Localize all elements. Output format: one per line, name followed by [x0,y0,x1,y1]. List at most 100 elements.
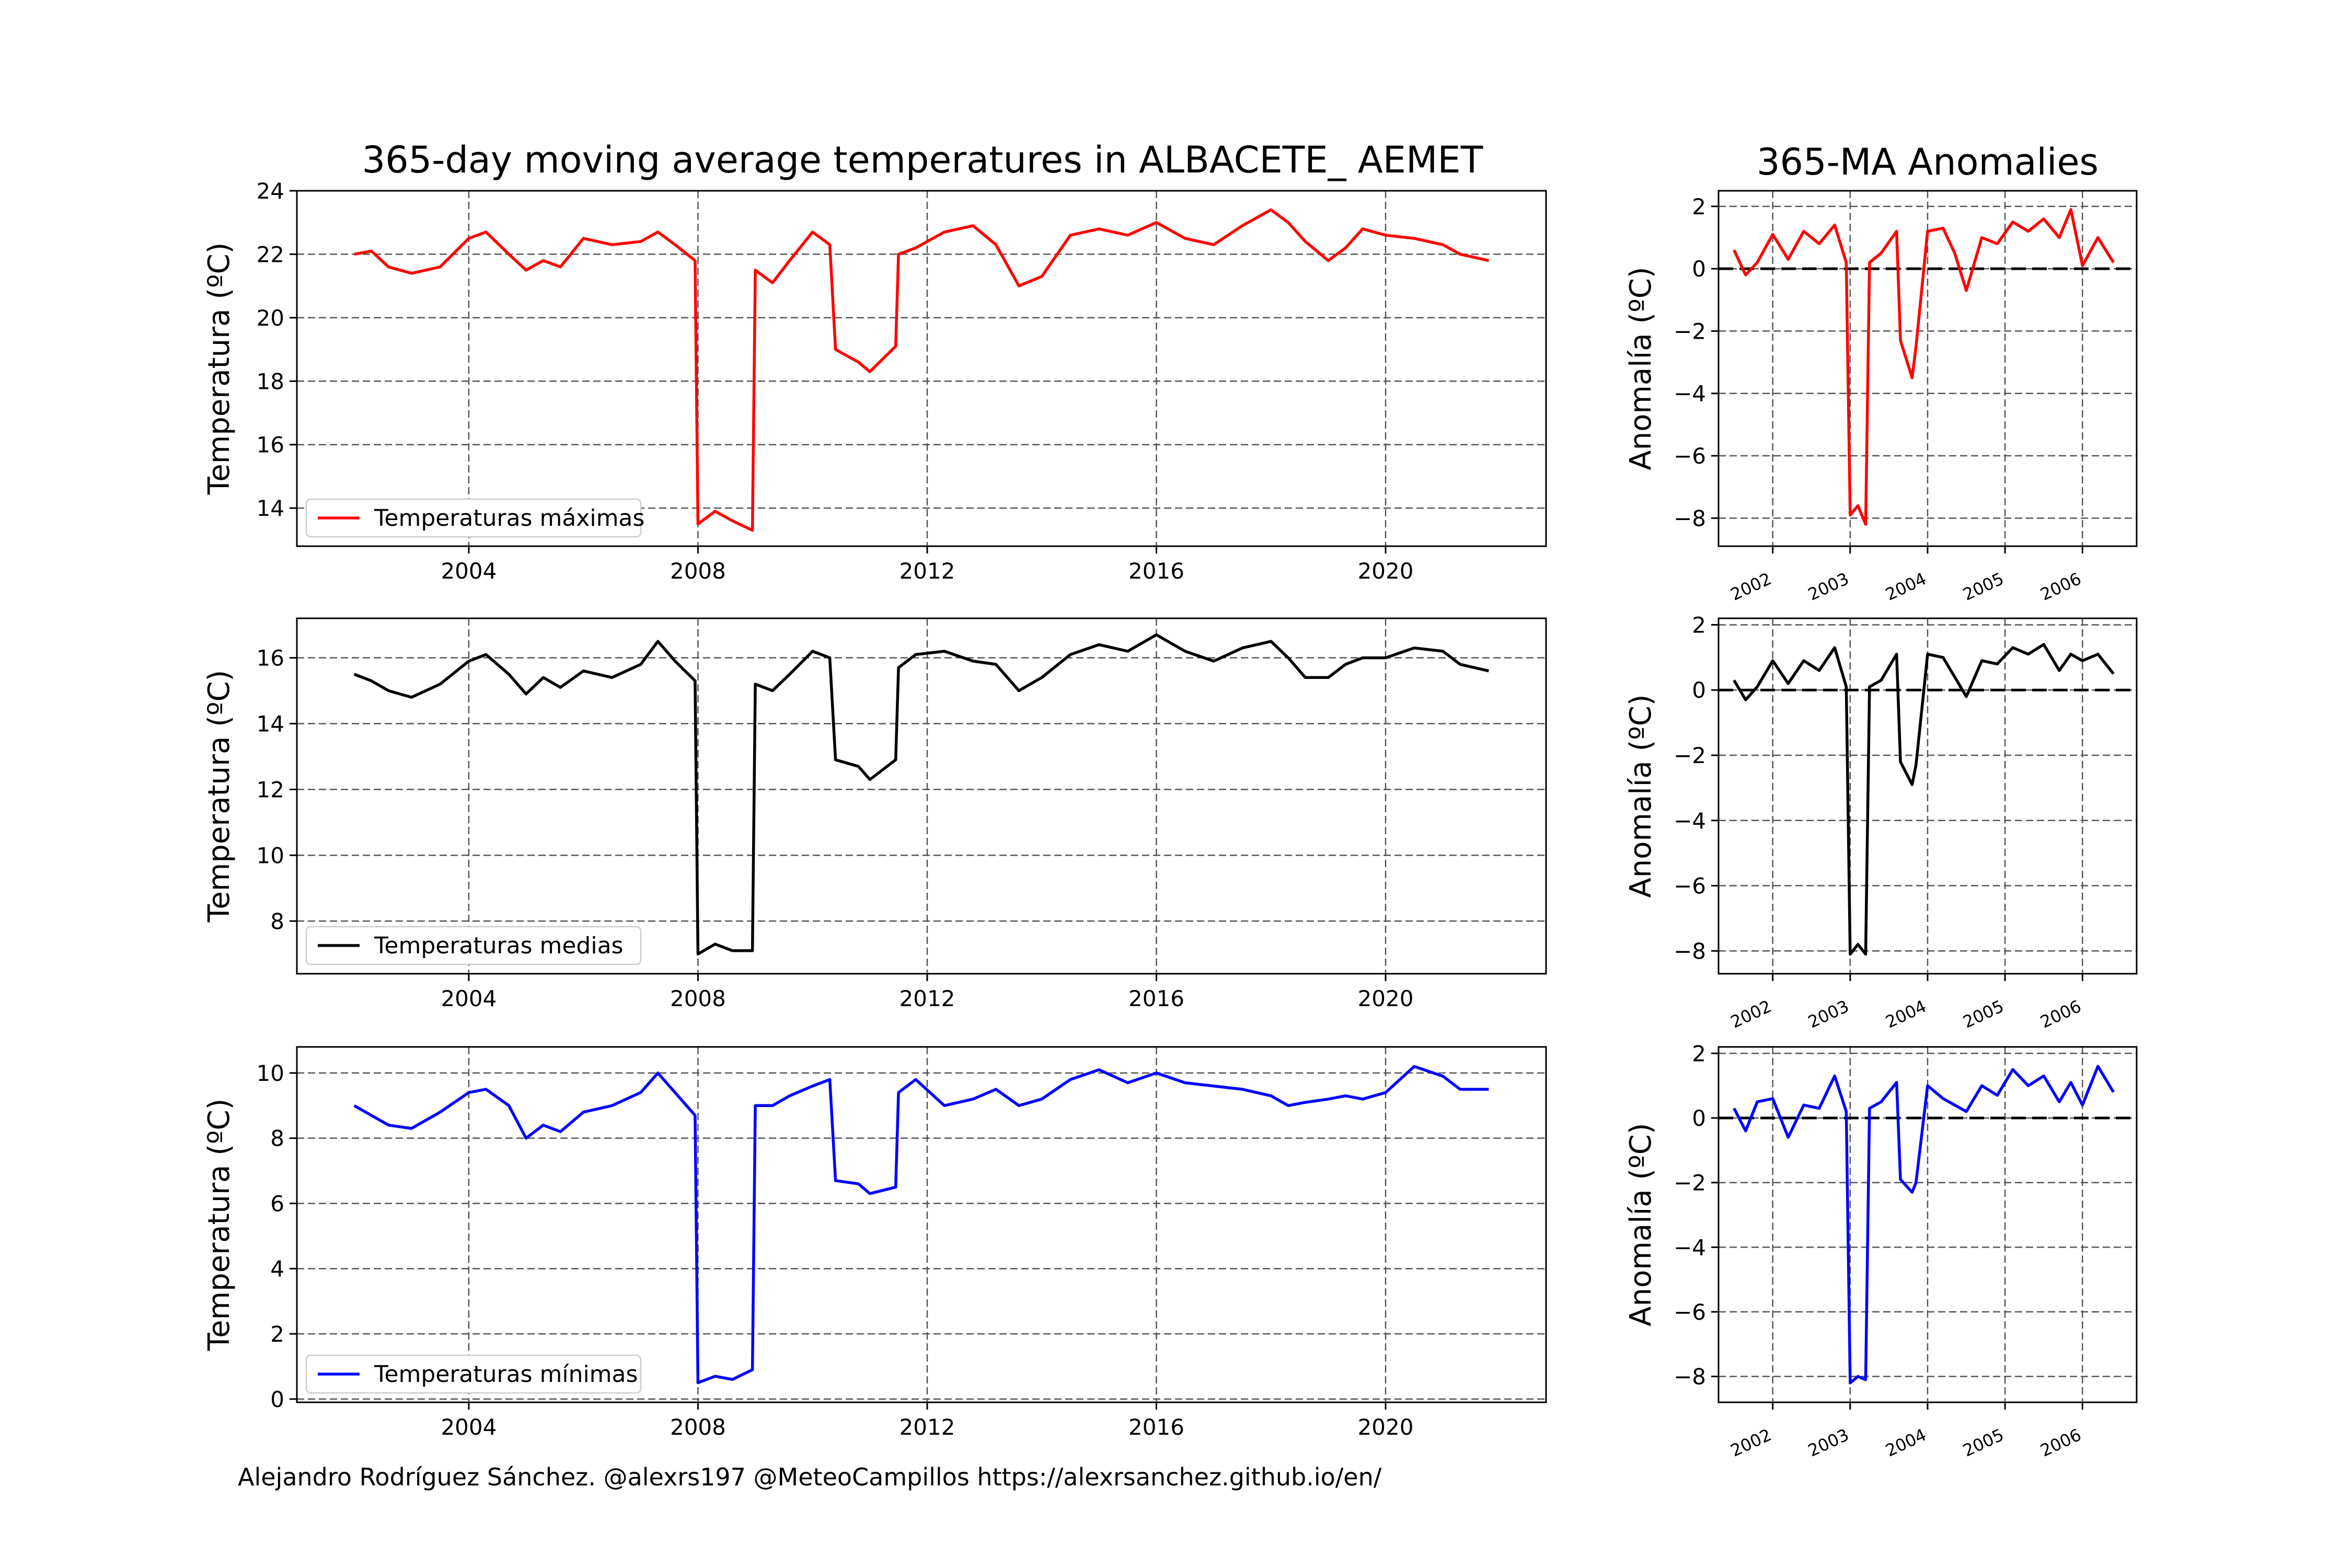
x-tick-label: 2006 [2037,569,2084,605]
x-tick-label: 2005 [1960,996,2007,1032]
main-chart-title: 365-day moving average temperatures in A… [362,139,1483,181]
y-tick-label: 6 [270,1191,284,1216]
y-tick-label: −8 [1674,938,1706,964]
y-tick-label: 14 [257,711,284,736]
y-tick-label: −8 [1674,505,1706,531]
x-tick-label: 2003 [1805,569,1852,605]
y-tick-label: 18 [257,368,284,394]
x-tick-label: 2008 [670,558,726,584]
x-tick-label: 2020 [1358,558,1414,584]
y-tick-label: 2 [1692,1041,1706,1066]
y-tick-label: 10 [257,1060,284,1086]
anomaly-chart-title: 365-MA Anomalies [1757,141,2099,183]
y-tick-label: 16 [257,432,284,458]
x-tick-label: 2016 [1128,558,1184,584]
x-tick-label: 2002 [1727,569,1774,605]
y-tick-label: −2 [1674,1170,1706,1196]
y-tick-label: 10 [257,843,284,868]
y-axis-label: Anomalía (ºC) [1624,267,1658,470]
y-axis-label: Anomalía (ºC) [1624,694,1658,897]
legend-box [305,498,642,538]
y-tick-label: 2 [1692,194,1706,220]
plot-frame [296,1046,1547,1403]
x-tick-label: 2004 [441,1414,497,1440]
x-tick-label: 2002 [1727,1425,1774,1461]
legend-entry: Temperaturas máximas [374,505,644,532]
plot-frame [296,190,1547,547]
y-tick-label: −4 [1674,808,1706,834]
x-tick-label: 2004 [1883,1425,1930,1461]
plot-frame [1717,190,2138,547]
x-tick-label: 2016 [1128,986,1184,1011]
y-tick-label: 2 [270,1321,284,1347]
series-line [1733,643,2115,956]
plot-frame [296,617,1547,975]
x-tick-label: 2020 [1358,1414,1414,1440]
chart-panel-1: 14 16 18 20 22 24 2004 2008 2012 2016 2020 Temperat… [202,178,1547,584]
x-tick-label: 2020 [1358,986,1414,1011]
chart-panel-4: −8 −6 −4 −2 0 2 2002 2003 2004 2005 2006 Anomalía (… [1624,190,2138,605]
y-tick-label: 14 [257,495,284,521]
y-axis-label: Temperatura (ºC) [202,243,236,495]
x-tick-label: 2012 [900,1414,955,1440]
series-line [1733,1065,2115,1385]
y-tick-label: 0 [1692,1105,1706,1131]
author-credit: Alejandro Rodríguez Sánchez. @alexrs197 … [238,1463,1382,1491]
y-axis-label: Temperatura (ºC) [202,670,236,923]
x-tick-label: 2008 [670,1414,726,1440]
x-tick-label: 2012 [900,558,955,584]
x-tick-label: 2005 [1960,569,2007,605]
series-line [354,208,1489,532]
y-tick-label: −4 [1674,1235,1706,1260]
legend: Temperaturas máximas [305,498,644,538]
y-tick-label: 0 [1692,256,1706,282]
y-tick-label: −2 [1674,318,1706,344]
y-tick-label: −8 [1674,1364,1706,1390]
chart-panel-2: 8 10 12 14 16 2004 2008 2012 2016 2020 Temperatura… [202,617,1547,1011]
x-tick-label: 2006 [2037,996,2084,1032]
chart-panel-5: −8 −6 −4 −2 0 2 2002 2003 2004 2005 2006 Anomalía (… [1624,612,2138,1032]
legend-entry: Temperaturas mínimas [374,1361,638,1388]
y-tick-label: −2 [1674,743,1706,768]
x-tick-label: 2012 [900,986,955,1011]
series-line [1733,208,2115,526]
legend-box [305,926,642,965]
series-line [353,1065,1489,1385]
y-tick-label: −6 [1674,873,1706,899]
y-tick-label: 16 [257,645,284,671]
y-tick-label: 2 [1692,612,1706,638]
legend-entry: Temperaturas medias [374,932,623,959]
x-tick-label: 2004 [1883,996,1930,1032]
y-tick-label: 20 [257,305,284,331]
y-tick-label: 12 [257,777,284,802]
plot-frame [1717,617,2138,975]
x-tick-label: 2003 [1805,996,1852,1032]
chart-panel-6: −8 −6 −4 −2 0 2 2002 2003 2004 2005 2006 Anomalía (… [1624,1041,2138,1461]
series-line [353,633,1490,955]
chart-panel-3: 0 2 4 6 8 10 2004 2008 2012 2016 2020 Temperatura (… [202,1046,1547,1440]
y-tick-label: 8 [270,1126,284,1151]
y-tick-label: 0 [270,1387,284,1412]
x-tick-label: 2003 [1805,1425,1852,1461]
y-tick-label: −6 [1674,1299,1706,1325]
y-tick-label: −6 [1674,443,1706,469]
x-tick-label: 2016 [1128,1414,1184,1440]
y-tick-label: −4 [1674,381,1706,407]
plot-frame [1717,1046,2138,1403]
x-tick-label: 2008 [670,986,726,1011]
y-tick-label: 24 [257,178,284,204]
x-tick-label: 2002 [1727,996,1774,1032]
y-tick-label: 4 [270,1256,284,1282]
x-tick-label: 2004 [441,986,497,1011]
x-tick-label: 2004 [1883,569,1930,605]
y-tick-label: 8 [270,908,284,934]
legend: Temperaturas medias [305,926,642,965]
x-tick-label: 2005 [1960,1425,2007,1461]
x-tick-label: 2006 [2037,1425,2084,1461]
y-axis-label: Anomalía (ºC) [1624,1123,1658,1326]
y-tick-label: 0 [1692,677,1706,703]
legend: Temperaturas mínimas [305,1354,642,1394]
x-tick-label: 2004 [441,558,497,584]
